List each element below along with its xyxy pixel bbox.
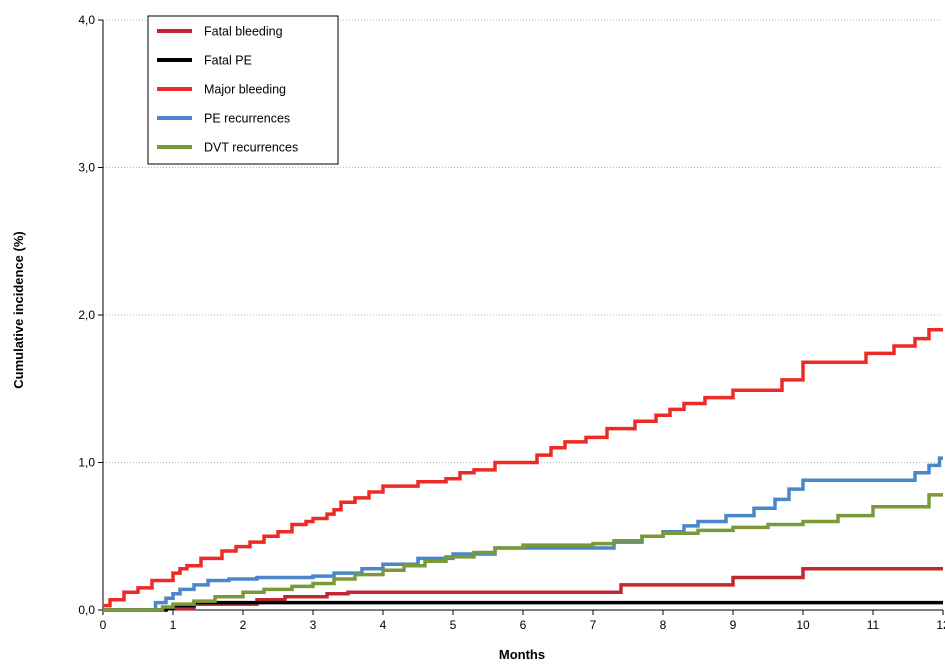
y-tick-label: 1,0 — [78, 456, 95, 470]
y-tick-label: 2,0 — [78, 308, 95, 322]
series-line-dvt-recurrences — [103, 493, 943, 612]
y-tick-label: 0,0 — [78, 603, 95, 617]
series-line-fatal-bleeding — [103, 566, 943, 612]
y-tick-label: 4,0 — [78, 13, 95, 27]
x-tick-label: 8 — [660, 618, 667, 632]
legend-label: PE recurrences — [204, 112, 290, 126]
axes — [98, 19, 944, 615]
y-tick-labels: 0,0 1,0 2,0 3,0 4,0 — [78, 13, 95, 617]
series-line-major-bleeding — [103, 328, 943, 608]
x-tick-label: 11 — [867, 618, 880, 632]
series-line-pe-recurrences — [103, 456, 943, 612]
x-axis-title: Months — [499, 647, 545, 662]
legend-label: Major bleeding — [204, 83, 286, 97]
y-axis-title: Cumulative incidence (%) — [11, 231, 26, 388]
x-tick-label: 4 — [380, 618, 387, 632]
legend-label: Fatal bleeding — [204, 25, 283, 39]
y-tick-label: 3,0 — [78, 161, 95, 175]
legend-label: DVT recurrences — [204, 141, 298, 155]
x-tick-label: 12 — [936, 618, 945, 632]
x-tick-label: 3 — [310, 618, 317, 632]
x-tick-label: 9 — [730, 618, 737, 632]
legend: Fatal bleeding Fatal PE Major bleeding PE r… — [147, 15, 339, 165]
series-line-fatal-pe — [103, 600, 943, 612]
x-tick-label: 6 — [520, 618, 527, 632]
x-tick-labels: 0123456789101112 — [100, 618, 945, 632]
x-tick-label: 10 — [796, 618, 810, 632]
x-tick-label: 1 — [170, 618, 177, 632]
x-tick-label: 2 — [240, 618, 247, 632]
x-tick-label: 5 — [450, 618, 457, 632]
x-tick-label: 7 — [590, 618, 597, 632]
series-lines — [103, 328, 943, 612]
x-tick-label: 0 — [100, 618, 107, 632]
legend-label: Fatal PE — [204, 54, 252, 68]
